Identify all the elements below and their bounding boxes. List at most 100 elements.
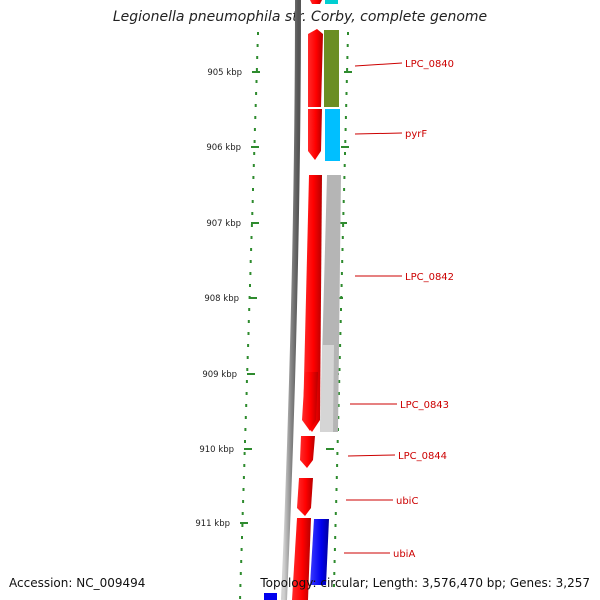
ruler-dot [342,200,345,203]
ruler-dot [335,476,338,479]
ruler-dot [253,128,256,131]
ruler-dot [246,356,249,359]
ruler-tick-outer [344,71,352,73]
ruler-dot [337,404,340,407]
gene-label-pyrf[interactable]: pyrF [405,129,427,140]
ruler-dot [339,332,342,335]
gene-arrow-ubia-blue [310,519,329,585]
ruler-dot [342,224,345,227]
gene-arrow-ubic [297,478,313,516]
ruler-dot [247,344,250,347]
ruler-dot [242,476,245,479]
ruler-tick-label: 910 kbp [199,445,234,455]
ruler-dot [241,524,244,527]
ruler-dot [240,560,243,563]
ruler-dot [245,392,248,395]
gene-label-ubia[interactable]: ubiA [393,549,415,560]
ruler-tick-outer [341,146,349,148]
ruler-tick-label: 909 kbp [202,370,237,380]
ruler-dot [344,152,346,155]
ruler-tick-outer [339,222,347,224]
cds-color-block-pyrf [325,109,340,161]
ruler-tick-outer [326,448,334,450]
ruler-dot [244,416,247,419]
ruler-tick [247,373,255,375]
ruler-dot [249,284,251,287]
ruler-tick [249,297,257,299]
ruler-dot [250,224,253,227]
accession-text: Accession: NC_009494 [9,576,146,590]
ruler-dot [247,320,250,323]
ruler-dot [239,572,242,575]
ruler-dot [341,248,344,251]
gene-arrow-ubia [292,518,311,600]
ruler-tick-label: 905 kbp [207,68,242,78]
ruler-dot [243,464,246,467]
ruler-tick-label: 908 kbp [204,294,239,304]
ruler-dot [336,464,339,467]
ruler-dot [343,188,346,191]
ruler-dot [241,512,244,515]
ruler-dot [344,140,347,143]
ruler-dot [338,380,341,383]
ruler-dot [255,80,258,83]
ruler-tick [251,222,259,224]
ruler-tick [251,146,259,148]
ruler-dot [252,164,255,167]
ruler-dot [250,248,253,251]
ruler-dot [251,200,254,203]
ruler-dot [243,452,246,455]
ruler-dot [256,56,259,59]
ruler-dot [343,176,346,179]
ruler-dot [250,236,253,239]
cds-track [264,0,329,600]
ruler-dot [334,524,337,527]
ruler-dot [339,320,342,323]
ruler-dot [347,32,349,35]
ruler-dot [249,272,252,275]
ruler-dot [244,428,247,431]
ruler-dot [256,44,259,47]
ruler-dot [254,104,257,107]
ruler-tick [240,522,248,524]
gene-label-leader [354,132,403,135]
ruler-dot [345,104,348,107]
ruler-dot [343,164,346,167]
ruler-dot [336,452,339,455]
ruler-dot [334,512,337,515]
ruler-dot [253,140,256,143]
ruler-dot [333,560,336,563]
ruler-tick [244,448,252,450]
ruler-dot [333,548,336,551]
ruler-dot [342,212,345,215]
ruler-dot [249,260,252,263]
ruler-dot [241,536,243,539]
gene-label-lpc0842[interactable]: LPC_0842 [405,272,454,283]
gene-label-lpc0843[interactable]: LPC_0843 [400,400,449,411]
ruler-dot [337,392,340,395]
ruler-dot [255,92,258,95]
ruler-dot [345,80,348,83]
ruler-dot [333,572,336,575]
gene-label-ubic[interactable]: ubiC [396,496,418,507]
ruler-dot [242,500,245,503]
topology-text: Topology: circular; Length: 3,576,470 bp… [260,576,590,590]
ruler-tick [252,71,260,73]
ruler-dot [239,596,242,599]
ruler-dot [245,404,248,407]
gene-label-leader [354,62,403,67]
gene-label-lpc0844[interactable]: LPC_0844 [398,451,447,462]
ruler-dot [251,212,254,215]
ruler-dot [246,368,249,371]
ruler-dot [336,440,339,443]
gene-label-lpc0840[interactable]: LPC_0840 [405,59,454,70]
ruler-dot [340,284,343,287]
ruler-dot [345,92,348,95]
ruler-dot [340,272,343,275]
ruler-tick-label: 906 kbp [206,143,241,153]
gene-arrow-lpc0840 [308,29,323,107]
cds-color-block-lpc0840 [324,30,339,107]
ruler-dot [254,116,257,119]
